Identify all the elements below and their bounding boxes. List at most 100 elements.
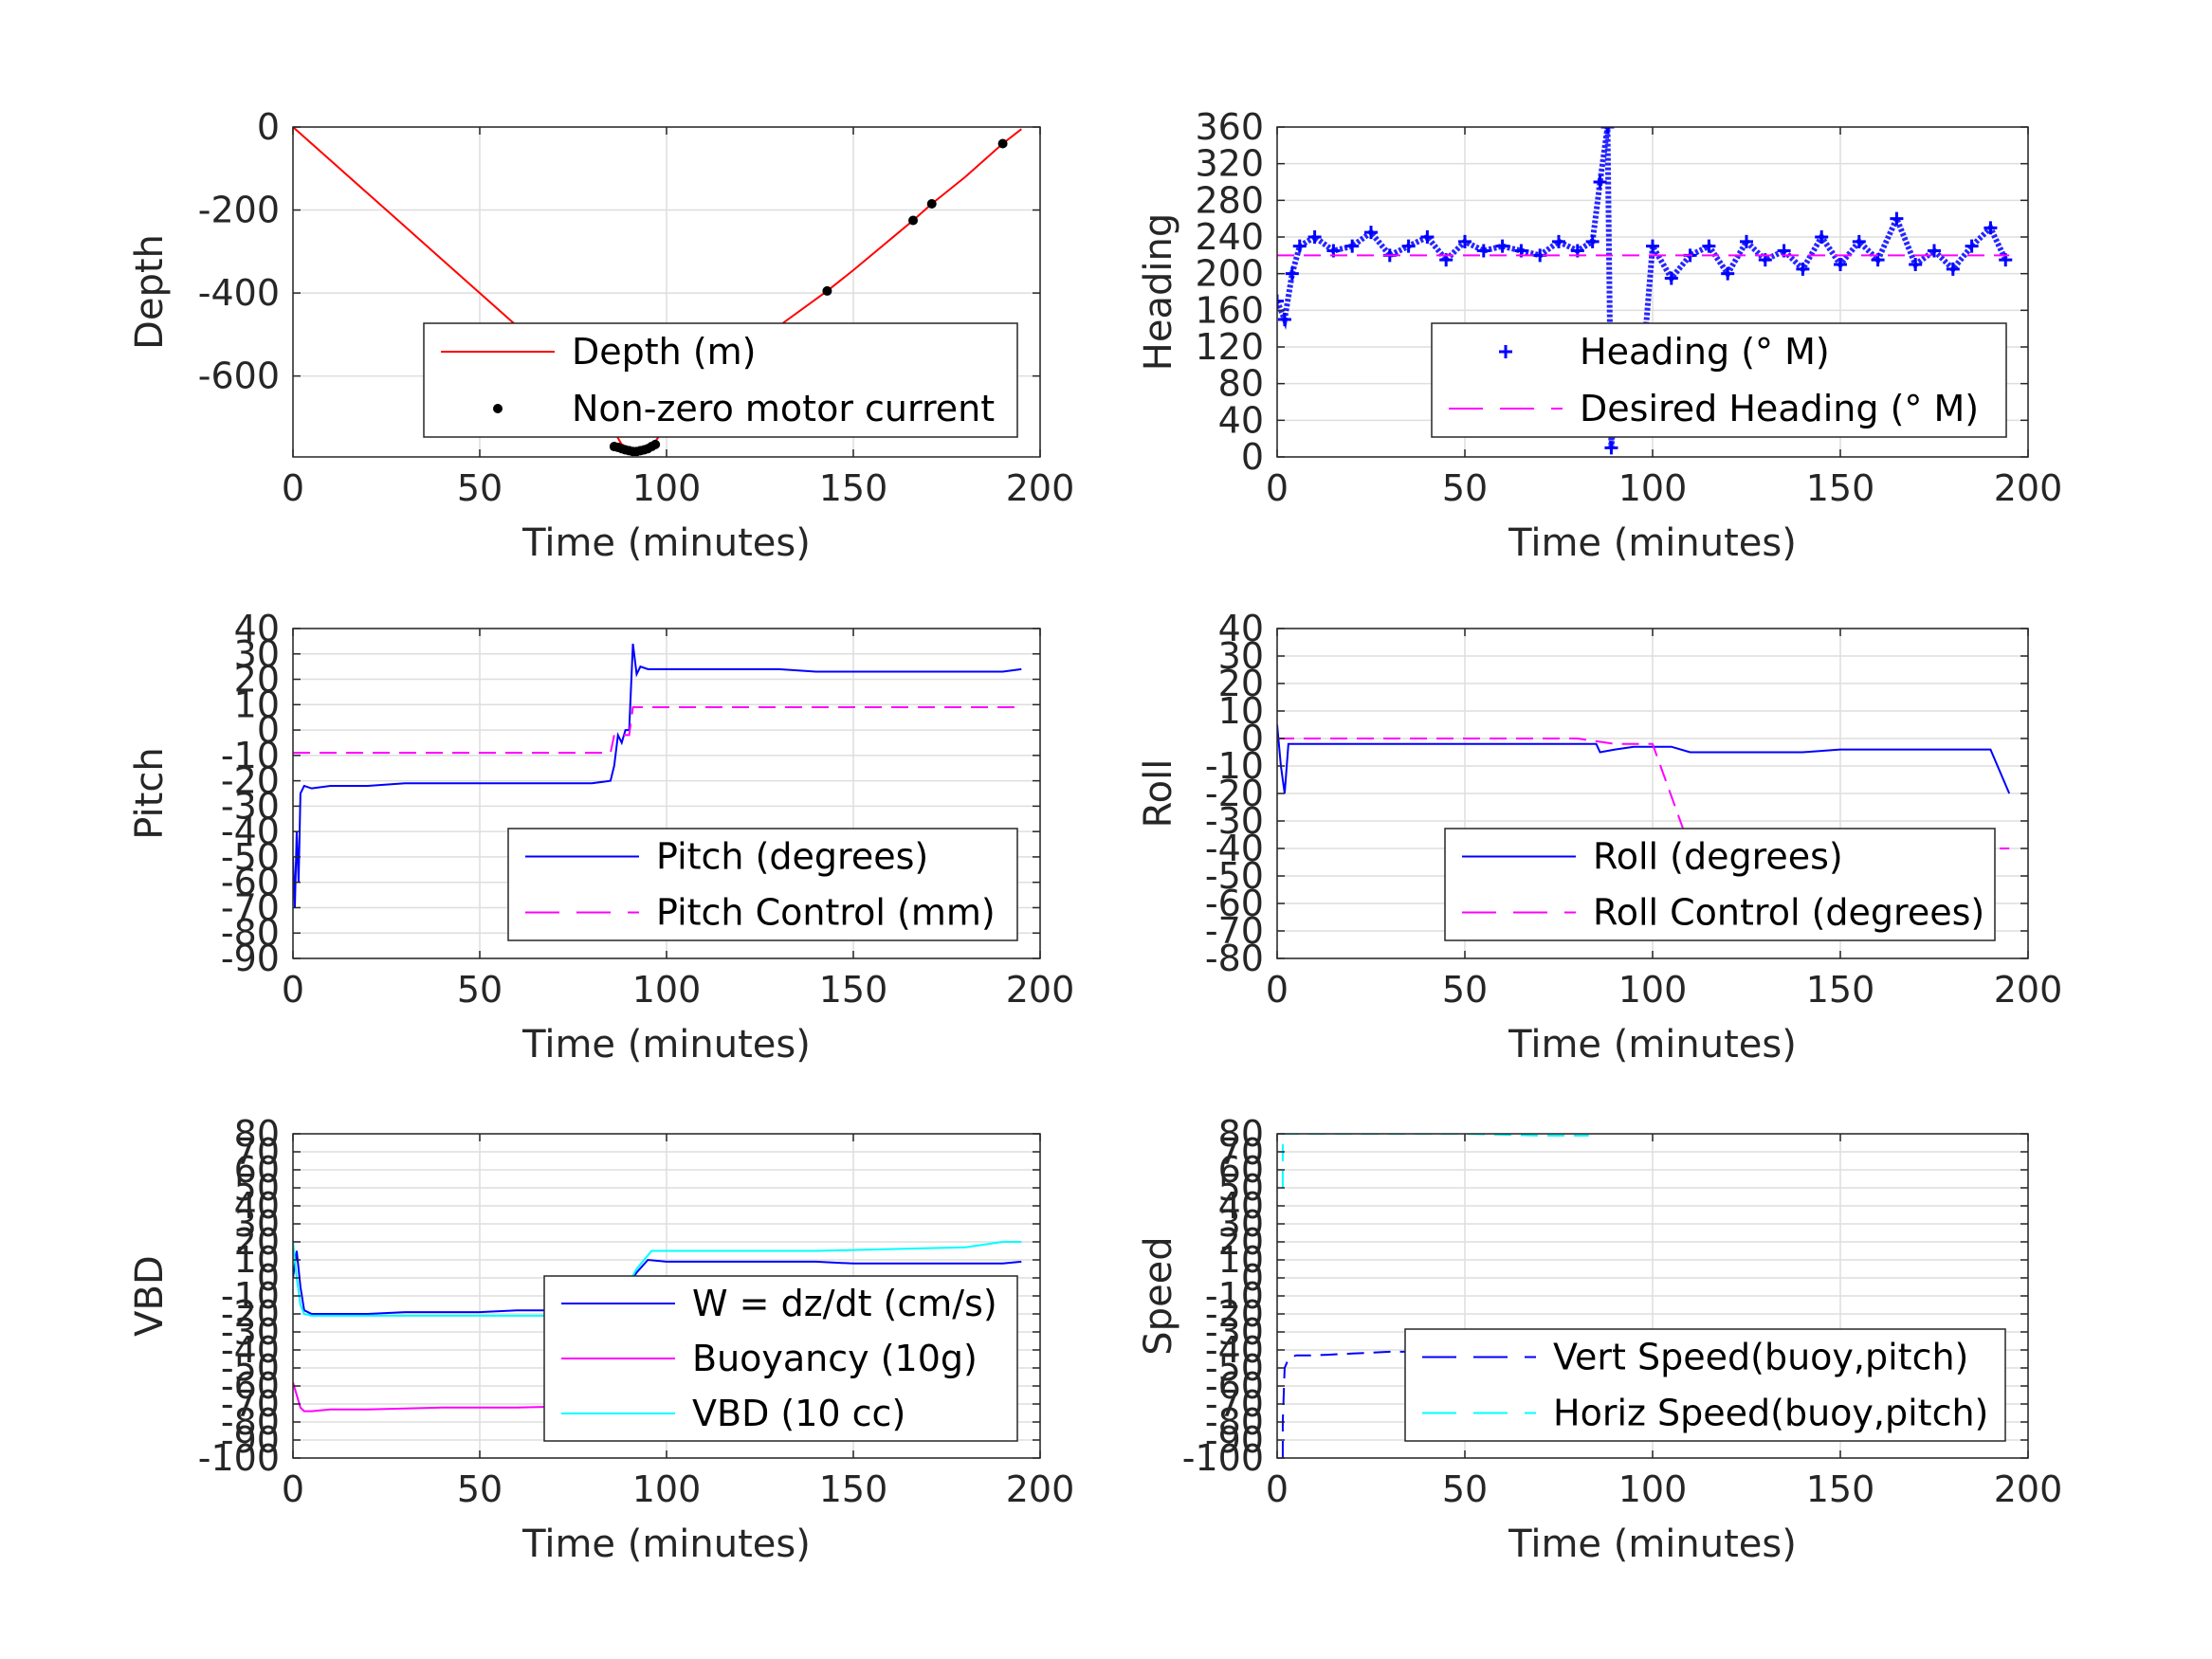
y-tick-label: 40 bbox=[1218, 608, 1264, 649]
y-tick-label: -70 bbox=[221, 1383, 280, 1425]
y-tick-label: 0 bbox=[257, 709, 280, 751]
x-tick-label: 100 bbox=[1618, 467, 1688, 509]
data-point bbox=[1593, 175, 1607, 189]
x-axis-label: Time (minutes) bbox=[521, 1522, 811, 1566]
x-tick-label: 200 bbox=[1006, 969, 1075, 1011]
y-tick-label: -100 bbox=[1182, 1437, 1264, 1479]
legend: Roll (degrees) Roll Control (degrees) bbox=[1444, 828, 1996, 941]
x-tick-label: 150 bbox=[819, 467, 888, 509]
y-tick-label: 20 bbox=[1218, 663, 1264, 704]
legend-marker bbox=[493, 404, 503, 413]
x-tick-label: 200 bbox=[1994, 1468, 2063, 1510]
y-tick-label: 30 bbox=[234, 1203, 280, 1245]
y-axis-label: VBD bbox=[128, 1255, 172, 1337]
data-point bbox=[650, 439, 661, 449]
legend-marker bbox=[1499, 345, 1512, 358]
x-tick-label: 100 bbox=[632, 467, 702, 509]
y-tick-label: -30 bbox=[1205, 800, 1264, 842]
y-tick-label: -50 bbox=[221, 1347, 280, 1389]
legend: Depth (m) Non-zero motor current bbox=[423, 322, 1018, 438]
x-axis-label: Time (minutes) bbox=[1508, 1023, 1797, 1066]
y-tick-label: 40 bbox=[234, 1185, 280, 1227]
y-tick-label: -80 bbox=[221, 1401, 280, 1443]
y-tick-label: -10 bbox=[221, 1275, 280, 1317]
x-axis-label: Time (minutes) bbox=[1508, 521, 1797, 565]
legend-label: Buoyancy (10g) bbox=[692, 1338, 978, 1379]
x-tick-label: 0 bbox=[1266, 969, 1289, 1011]
y-tick-label: 10 bbox=[1218, 690, 1264, 732]
y-tick-label: 60 bbox=[1218, 1149, 1264, 1191]
y-tick-label: -90 bbox=[221, 938, 280, 979]
y-tick-label: 10 bbox=[234, 1239, 280, 1281]
y-tick-label: -40 bbox=[1205, 1329, 1264, 1371]
y-tick-label: 70 bbox=[234, 1131, 280, 1173]
x-tick-label: 0 bbox=[282, 467, 304, 509]
y-tick-label: -60 bbox=[221, 1365, 280, 1407]
y-tick-label: 50 bbox=[1218, 1167, 1264, 1209]
x-tick-label: 50 bbox=[1442, 1468, 1488, 1510]
x-tick-label: 200 bbox=[1994, 969, 2063, 1011]
y-tick-label: -50 bbox=[221, 836, 280, 878]
legend: Heading (° M) Desired Heading (° M) bbox=[1431, 322, 2007, 438]
legend-label: Roll (degrees) bbox=[1593, 836, 1843, 878]
x-tick-label: 0 bbox=[282, 1468, 304, 1510]
legend-box bbox=[423, 322, 1018, 438]
y-tick-label: -70 bbox=[1205, 1383, 1264, 1425]
chart-panel: 0 50 100 150 200403020100-10-20-30-40-50-60-… bbox=[1137, 608, 2062, 1066]
y-tick-label: 360 bbox=[1195, 106, 1264, 148]
y-tick-label: -80 bbox=[221, 912, 280, 954]
data-point bbox=[822, 285, 832, 296]
y-tick-label: -60 bbox=[221, 862, 280, 903]
y-tick-label: -20 bbox=[1205, 1293, 1264, 1335]
y-tick-label: -80 bbox=[1205, 938, 1264, 979]
series-line bbox=[293, 643, 1022, 908]
y-tick-label: -30 bbox=[221, 1311, 280, 1353]
legend-label: W = dz/dt (cm/s) bbox=[692, 1283, 997, 1324]
y-axis-label: Depth bbox=[128, 234, 172, 350]
data-point bbox=[908, 215, 919, 226]
y-tick-label: -40 bbox=[221, 1329, 280, 1371]
x-tick-label: 100 bbox=[1618, 1468, 1688, 1510]
y-tick-label: 50 bbox=[234, 1167, 280, 1209]
x-tick-label: 0 bbox=[282, 969, 304, 1011]
y-tick-label: 80 bbox=[1218, 1113, 1264, 1155]
y-tick-label: -200 bbox=[198, 190, 280, 231]
x-tick-label: 150 bbox=[1806, 969, 1875, 1011]
y-tick-label: 10 bbox=[234, 684, 280, 725]
y-tick-label: -10 bbox=[221, 735, 280, 776]
legend-label: Horiz Speed(buoy,pitch) bbox=[1553, 1393, 1988, 1434]
y-tick-label: 20 bbox=[234, 1221, 280, 1263]
legend-label: Heading (° M) bbox=[1580, 331, 1830, 373]
series-line bbox=[1277, 724, 2011, 794]
y-tick-label: 40 bbox=[1218, 1185, 1264, 1227]
y-tick-label: 80 bbox=[234, 1113, 280, 1155]
legend: Vert Speed(buoy,pitch) Horiz Speed(buoy,p… bbox=[1404, 1328, 2006, 1442]
legend: Pitch (degrees) Pitch Control (mm) bbox=[507, 828, 1018, 941]
y-tick-label: 40 bbox=[234, 608, 280, 649]
y-tick-label: 120 bbox=[1195, 326, 1264, 368]
y-tick-label: 60 bbox=[234, 1149, 280, 1191]
y-tick-label: -20 bbox=[221, 1293, 280, 1335]
data-point bbox=[997, 138, 1008, 149]
x-tick-label: 50 bbox=[457, 467, 503, 509]
legend-label: Pitch Control (mm) bbox=[656, 892, 996, 934]
series-line bbox=[1277, 738, 2010, 849]
legend-box bbox=[1431, 322, 2007, 438]
y-tick-label: -10 bbox=[1205, 1275, 1264, 1317]
y-tick-label: -600 bbox=[198, 356, 280, 397]
x-tick-label: 50 bbox=[1442, 969, 1488, 1011]
y-tick-label: 320 bbox=[1195, 143, 1264, 185]
chart-panel: 0 50 100 150 200403020100-10-20-30-40-50-60-… bbox=[128, 608, 1074, 1066]
y-tick-label: 80 bbox=[1218, 363, 1264, 405]
y-tick-label: -90 bbox=[1205, 1419, 1264, 1461]
legend-box bbox=[1444, 828, 1996, 941]
y-tick-label: -100 bbox=[198, 1437, 280, 1479]
x-tick-label: 50 bbox=[457, 1468, 503, 1510]
x-axis-label: Time (minutes) bbox=[521, 521, 811, 565]
y-axis-label: Roll bbox=[1137, 759, 1180, 829]
y-tick-label: 20 bbox=[234, 659, 280, 701]
y-tick-label: -20 bbox=[1205, 773, 1264, 814]
y-tick-label: 0 bbox=[257, 1257, 280, 1299]
x-tick-label: 0 bbox=[1266, 1468, 1289, 1510]
y-tick-label: 40 bbox=[1218, 399, 1264, 441]
